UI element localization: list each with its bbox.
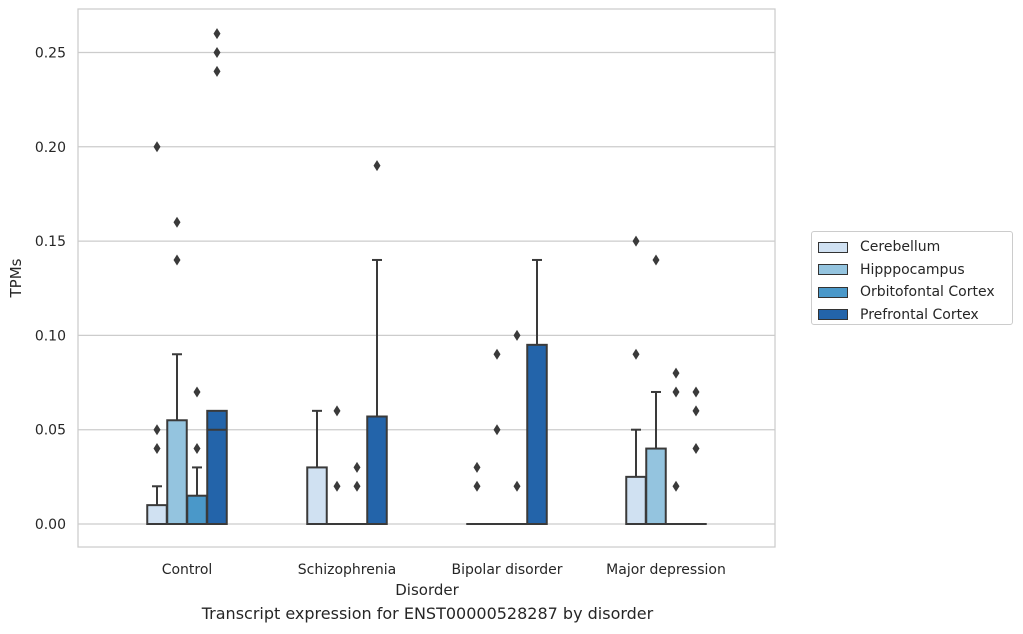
outlier-point (692, 386, 700, 398)
box-2-1 (346, 461, 368, 526)
outlier-point (153, 424, 161, 436)
box-body (146, 504, 168, 526)
outlier-point (692, 443, 700, 455)
legend: Cerebellum Hipppocampus Orbitofontal Cor… (811, 231, 1013, 325)
box-body (625, 475, 647, 526)
outlier-point (473, 461, 481, 473)
outlier-point (213, 65, 221, 77)
outlier-point (193, 443, 201, 455)
x-axis-title: Disorder (395, 581, 459, 599)
box-0-2 (466, 461, 488, 526)
x-tick-label: Major depression (606, 562, 726, 578)
outlier-point (193, 386, 201, 398)
legend-label: Cerebellum (860, 239, 941, 256)
box-0-0 (146, 141, 168, 526)
outlier-point (153, 141, 161, 153)
box-body (526, 343, 548, 525)
y-tick-label: 0.00 (35, 517, 66, 533)
outlier-point (213, 47, 221, 58)
outlier-point (493, 424, 501, 436)
legend-item: Prefrontal Cortex (818, 304, 1012, 327)
outlier-point (692, 405, 700, 417)
outlier-point (353, 480, 361, 492)
legend-item: Orbitofontal Cortex (818, 281, 1012, 304)
outlier-point (493, 348, 501, 360)
box-1-0 (166, 216, 188, 525)
outlier-point (473, 480, 481, 492)
outlier-point (672, 386, 680, 398)
outlier-point (373, 160, 381, 172)
box-2-2 (506, 329, 528, 526)
legend-swatch-orbitofrontal (818, 286, 848, 298)
y-tick-label: 0.15 (35, 234, 66, 250)
y-tick-label: 0.05 (35, 423, 66, 439)
box-3-2 (526, 258, 548, 525)
x-tick-label: Schizophrenia (298, 562, 396, 578)
x-tick-label: Bipolar disorder (451, 562, 562, 578)
legend-swatch-cerebellum (818, 241, 848, 253)
box-body (206, 409, 228, 525)
legend-label: Orbitofontal Cortex (860, 284, 995, 301)
box-body (366, 415, 388, 525)
outlier-point (672, 480, 680, 492)
legend-label: Hipppocampus (860, 261, 965, 278)
box-body (306, 466, 328, 526)
outlier-point (333, 405, 341, 417)
box-groups (146, 28, 707, 526)
box-body (166, 419, 188, 525)
legend-swatch-hippocampus (818, 264, 848, 276)
box-1-1 (326, 405, 348, 526)
outlier-point (672, 367, 680, 379)
box-2-3 (665, 367, 687, 526)
box-3-1 (366, 160, 388, 525)
outlier-point (652, 254, 660, 266)
y-tick-label: 0.10 (35, 328, 66, 344)
outlier-point (153, 443, 161, 455)
box-3-0 (206, 28, 228, 525)
outlier-point (173, 216, 181, 228)
box-body (645, 447, 667, 525)
box-0-3 (625, 235, 647, 526)
box-3-3 (685, 386, 707, 526)
y-axis-title: TPMs (7, 258, 25, 298)
outlier-point (513, 480, 521, 492)
legend-label: Prefrontal Cortex (860, 306, 979, 323)
outlier-point (173, 254, 181, 266)
x-tick-label: Control (162, 562, 213, 578)
outlier-point (632, 348, 640, 360)
outlier-point (632, 235, 640, 247)
legend-item: Cerebellum (818, 236, 1012, 259)
outlier-point (213, 28, 221, 40)
plot-frame (77, 8, 776, 548)
y-tick-label: 0.25 (35, 46, 66, 62)
y-tick-labels: 0.00 0.05 0.10 0.15 0.20 0.25 (35, 46, 66, 534)
legend-swatch-prefrontal (818, 309, 848, 321)
box-1-2 (486, 348, 508, 526)
box-2-0 (186, 386, 208, 525)
chart-caption: Transcript expression for ENST0000052828… (201, 604, 654, 623)
box-0-1 (306, 409, 328, 526)
outlier-point (333, 480, 341, 492)
y-tick-label: 0.20 (35, 140, 66, 156)
box-1-3 (645, 254, 667, 525)
legend-item: Hipppocampus (818, 259, 1012, 282)
box-body (186, 494, 208, 525)
outlier-point (353, 461, 361, 473)
x-tick-labels: Control Schizophrenia Bipolar disorder Majo… (162, 562, 726, 578)
outlier-point (513, 329, 521, 341)
